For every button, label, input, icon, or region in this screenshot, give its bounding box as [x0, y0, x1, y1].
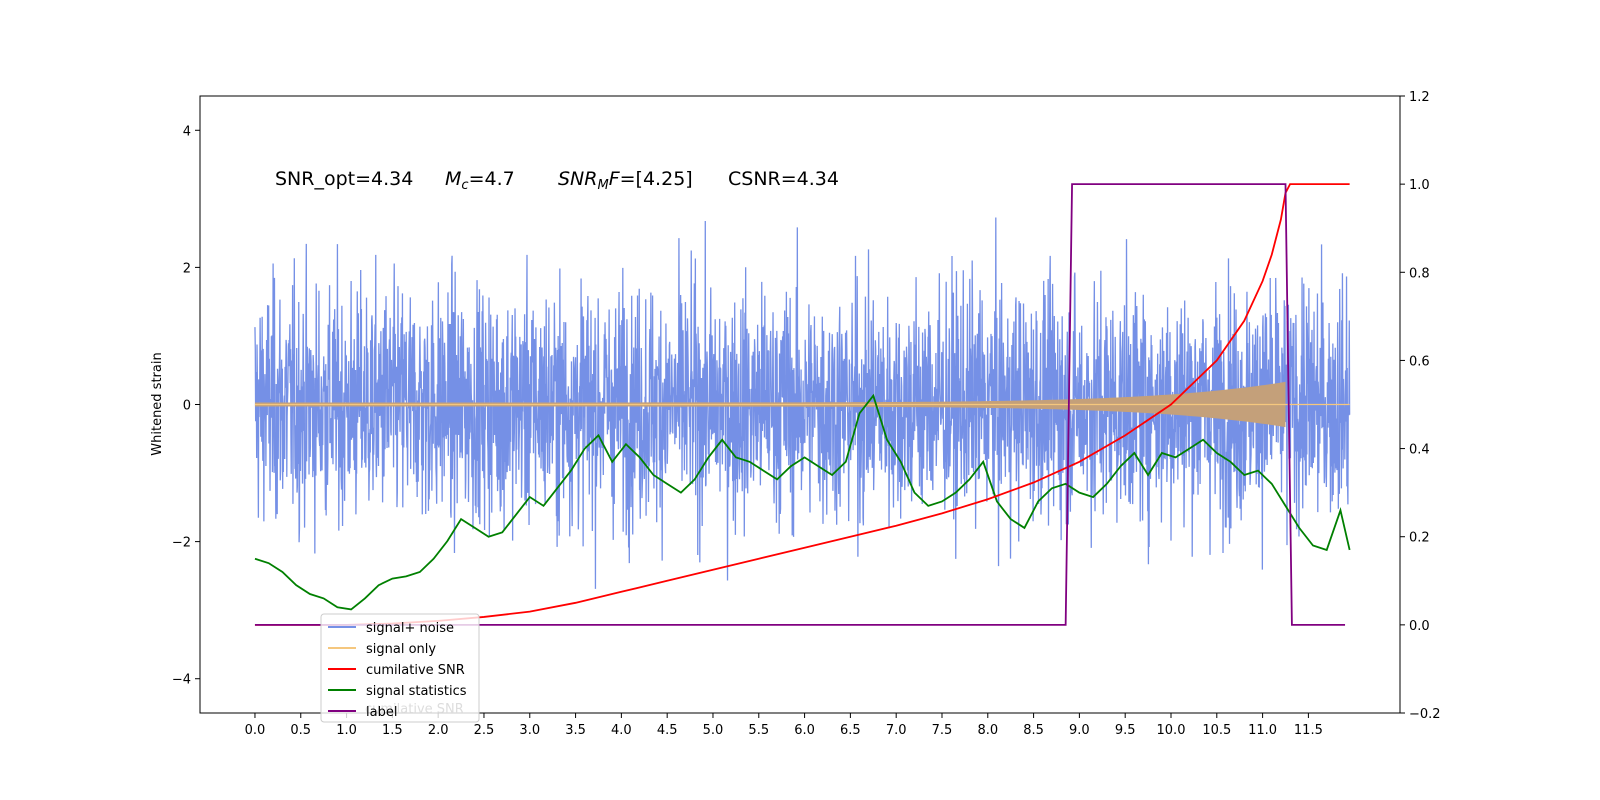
x-tick-label: 5.5: [748, 723, 769, 738]
annotation-snrmf-f: F: [609, 168, 621, 190]
legend-box: [320, 613, 480, 723]
x-tick-label: 4.0: [611, 723, 632, 738]
annotation-mc-value: =4.7: [469, 168, 515, 190]
annotation-mc-subscript: c: [461, 178, 468, 193]
snr-annotation: SNR_opt=4.34 Mc=4.7 SNRMF=[4.25] CSNR=4.…: [275, 168, 839, 193]
x-tick-label: 1.5: [382, 723, 403, 738]
x-tick-label: 0.5: [290, 723, 311, 738]
x-tick-label: 9.5: [1115, 723, 1136, 738]
y-right-tick-label: 0.0: [1409, 619, 1430, 634]
x-tick-label: 11.0: [1248, 723, 1277, 738]
series-signal-statistics: [254, 393, 1351, 611]
signal-only-series: [254, 381, 1350, 428]
y-axis-label: Whitened strain: [150, 352, 165, 455]
x-tick-label: 2.0: [428, 723, 449, 738]
x-tick-label: 7.0: [886, 723, 907, 738]
x-tick-label: 4.5: [657, 723, 678, 738]
series-lines: [254, 183, 1351, 626]
x-tick-label: 1.0: [336, 723, 357, 738]
legend-label: signal only: [366, 642, 436, 657]
annotation-snrmf-value: =[4.25]: [620, 168, 693, 190]
x-tick-label: 2.5: [474, 723, 495, 738]
x-tick-label: 5.0: [703, 723, 724, 738]
svg-text:Mc=4.7: Mc=4.7: [445, 168, 515, 193]
y-axis-left: 4 2 0 −2 −4: [172, 124, 200, 688]
x-tick-label: 8.0: [977, 723, 998, 738]
y-right-tick-label: 0.2: [1409, 531, 1430, 546]
x-tick-label: 6.0: [794, 723, 815, 738]
y-right-tick-label: 0.4: [1409, 443, 1430, 458]
x-tick-label: 3.5: [565, 723, 586, 738]
series-label: [254, 183, 1346, 626]
x-axis: 0.0 0.5 1.0 1.5 2.0 2.5 3.0 3.5 4.0 4.5 5.0 5.5 6.0 6…: [245, 713, 1323, 738]
legend: cumilative SNR signal+ noise signal only c…: [320, 613, 480, 723]
x-tick-label: 11.5: [1294, 723, 1323, 738]
annotation-snrmf-subscript: M: [597, 178, 608, 193]
y-right-tick-label: 0.8: [1409, 266, 1430, 281]
x-tick-label: 7.5: [932, 723, 953, 738]
y-axis-right: 1.2 1.0 0.8 0.6 0.4 0.2 0.0 −0.2: [1400, 90, 1441, 722]
legend-label: label: [366, 705, 397, 720]
y-left-tick-label: 2: [183, 261, 191, 276]
legend-hidden-label: cumilative SNR: [365, 702, 464, 717]
y-right-tick-label: 0.6: [1409, 354, 1430, 369]
x-tick-label: 3.0: [519, 723, 540, 738]
series-cumilative-snr: [254, 183, 1350, 626]
annotation-snr-opt: SNR_opt=4.34: [275, 168, 413, 190]
annotation-snrmf-symbol: SNR: [558, 168, 597, 190]
y-left-tick-label: −2: [172, 536, 191, 551]
svg-text:CSNR=4.34: CSNR=4.34: [728, 168, 839, 190]
legend-label: signal+ noise: [366, 621, 454, 636]
y-right-tick-label: 1.2: [1409, 90, 1430, 105]
signal-noise-series: [254, 217, 1351, 589]
y-right-tick-label: 1.0: [1409, 178, 1430, 193]
x-tick-label: 10.5: [1202, 723, 1231, 738]
y-left-tick-label: −4: [172, 673, 191, 688]
signal-noise-line: [254, 217, 1351, 589]
svg-text:SNR_opt=4.34: SNR_opt=4.34: [275, 168, 413, 190]
annotation-mc-symbol: M: [445, 168, 461, 190]
y-right-tick-label: −0.2: [1409, 707, 1441, 722]
x-tick-label: 6.5: [840, 723, 861, 738]
x-tick-label: 10.0: [1157, 723, 1186, 738]
x-tick-label: 9.0: [1069, 723, 1090, 738]
legend-label: signal statistics: [366, 684, 467, 699]
y-left-tick-label: 0: [183, 399, 191, 414]
x-tick-label: 0.0: [245, 723, 266, 738]
annotation-csnr: CSNR=4.34: [728, 168, 839, 190]
y-left-tick-label: 4: [183, 124, 191, 139]
legend-label: cumilative SNR: [366, 663, 465, 678]
x-tick-label: 8.5: [1023, 723, 1044, 738]
svg-text:SNRMF=[4.25]: SNRMF=[4.25]: [558, 168, 693, 193]
